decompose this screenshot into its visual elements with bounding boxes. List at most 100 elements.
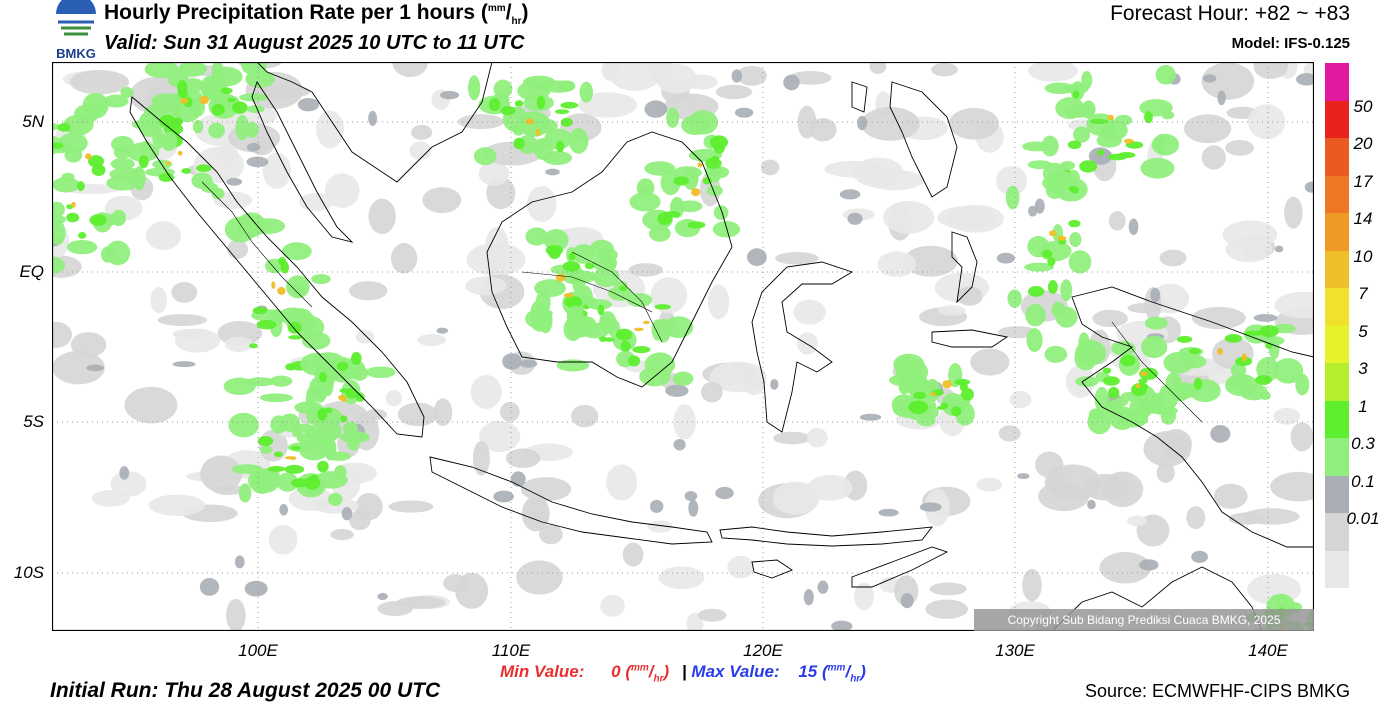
precip-cell	[632, 346, 651, 354]
precip-cell	[600, 594, 625, 617]
precip-cell	[236, 212, 266, 238]
precip-cell	[57, 123, 71, 132]
precip-cell	[110, 157, 135, 170]
precip-cell	[654, 304, 671, 310]
precip-cell	[673, 404, 696, 440]
colorbar-swatch	[1325, 288, 1349, 326]
precip-cell	[433, 398, 453, 427]
precip-cell	[1041, 249, 1053, 259]
precip-cell	[1047, 466, 1066, 495]
min-max-separator: |	[681, 662, 687, 681]
precip-cell	[1099, 552, 1151, 584]
precip-cell	[1123, 138, 1134, 144]
precip-cell	[180, 97, 189, 104]
precip-cell	[516, 560, 563, 595]
precip-cell	[120, 86, 134, 98]
precip-cell	[311, 274, 331, 285]
precip-cell	[1060, 161, 1076, 171]
precip-cell	[285, 363, 297, 371]
precip-cell	[478, 161, 510, 186]
precip-cell	[227, 239, 249, 259]
precip-cell	[597, 304, 605, 316]
precip-cell	[422, 187, 462, 214]
precip-cell	[1143, 430, 1192, 467]
colorbar-label-5: 5	[1358, 322, 1368, 341]
precip-cell	[545, 168, 560, 176]
precip-cell	[925, 599, 969, 619]
precip-cell	[119, 466, 130, 480]
precip-cell	[1193, 377, 1203, 390]
precip-cell	[673, 438, 686, 451]
precip-cell	[727, 555, 755, 579]
colorbar-label-7: 7	[1358, 284, 1368, 303]
precip-cell	[71, 201, 76, 208]
precip-cell	[391, 243, 418, 274]
precip-cell	[584, 262, 595, 270]
precip-cell	[1140, 157, 1175, 179]
precip-cell	[520, 477, 572, 502]
precip-cell	[1107, 114, 1114, 121]
precip-cell	[349, 281, 388, 301]
precip-cell	[336, 361, 349, 371]
precip-cell	[1072, 90, 1080, 99]
precip-cell	[1028, 60, 1079, 82]
precip-cell	[831, 620, 853, 632]
precip-cell	[1156, 462, 1175, 483]
precip-cell	[1128, 218, 1139, 236]
precip-cell	[388, 500, 434, 513]
precip-cell	[278, 256, 287, 266]
precip-cell	[50, 142, 64, 149]
precip-cell	[956, 286, 983, 306]
precip-cell	[299, 439, 330, 461]
colorbar-swatch	[1325, 400, 1349, 438]
precip-cell	[579, 81, 594, 103]
valid-time: Valid: Sun 31 August 2025 10 UTC to 11 U…	[104, 32, 525, 54]
precip-cell	[1155, 65, 1176, 85]
precip-cell	[1027, 286, 1045, 297]
precip-cell	[1024, 262, 1054, 272]
precip-cell	[66, 212, 80, 223]
precip-cell	[300, 352, 334, 376]
precip-cell	[103, 94, 129, 108]
colorbar-swatch	[1325, 213, 1349, 251]
precip-cell	[525, 227, 548, 246]
precip-cell	[615, 329, 633, 341]
precip-cell	[660, 169, 681, 196]
precip-cell	[707, 284, 730, 320]
precip-cell	[411, 124, 433, 140]
lon-label-110e: 110E	[491, 641, 531, 660]
precip-cell	[1191, 550, 1208, 563]
precip-cell	[166, 161, 171, 166]
precip-cell	[66, 204, 74, 210]
precip-cell	[1144, 111, 1153, 124]
precip-cell	[309, 474, 319, 482]
precip-cell	[919, 502, 942, 512]
precip-cell	[1210, 424, 1231, 443]
lon-label-100e: 100E	[238, 641, 278, 660]
precip-cell	[526, 186, 557, 222]
precip-cell	[178, 60, 208, 77]
precip-cell	[1138, 378, 1148, 384]
precip-cell	[1284, 196, 1303, 229]
precip-cell	[691, 188, 701, 197]
precip-cell	[138, 155, 149, 168]
precip-cell	[554, 109, 570, 115]
precip-cell	[257, 435, 274, 447]
precip-cell	[52, 350, 105, 385]
precip-cell	[78, 231, 87, 239]
precip-cell	[514, 100, 524, 107]
precip-cell	[181, 167, 191, 174]
precip-cell	[268, 524, 298, 555]
precip-cell	[259, 393, 293, 403]
precip-cell	[731, 69, 742, 83]
precip-cell	[578, 92, 638, 118]
precip-cell	[377, 601, 413, 617]
precip-cell	[526, 127, 538, 138]
precip-cell	[1055, 97, 1085, 120]
precip-cell	[132, 166, 146, 191]
precip-cell	[89, 214, 107, 226]
precip-cell	[368, 198, 396, 235]
precip-cell	[160, 131, 178, 152]
precip-cell	[226, 177, 243, 186]
precip-cell	[172, 361, 196, 368]
